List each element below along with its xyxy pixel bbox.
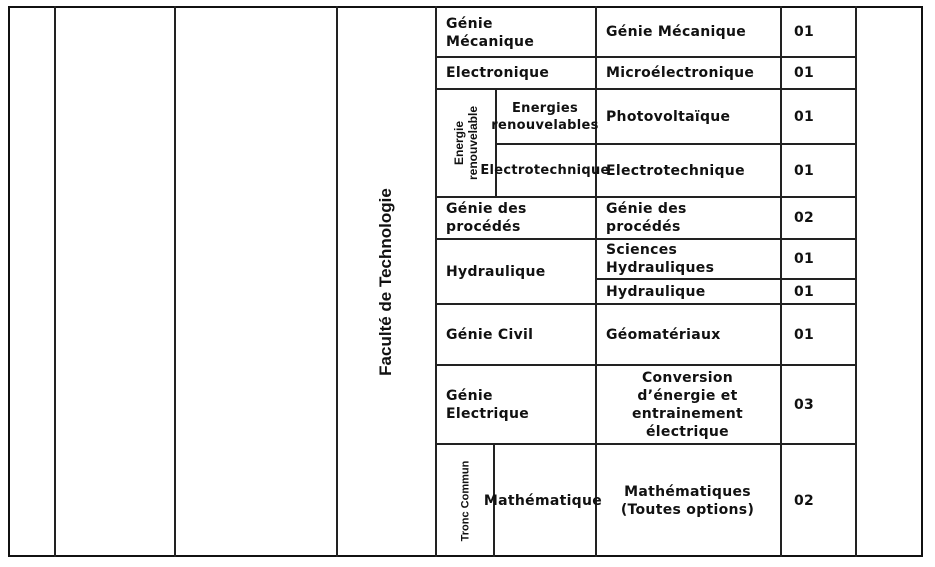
row-divider	[595, 278, 856, 280]
faculty-label: Faculté de Technologie	[375, 187, 395, 376]
specialty-cell: Génie des procédés	[606, 201, 687, 235]
specialty-cell: Sciences Hydrauliques	[606, 242, 715, 276]
domain-cell: Energies renouvelables	[491, 100, 599, 133]
row-divider	[435, 443, 856, 445]
count-cell: 02	[794, 493, 815, 509]
column-divider	[595, 6, 597, 557]
count-cell: 03	[794, 396, 815, 413]
count-cell: 01	[794, 326, 815, 343]
specialty-cell: Mathématiques (Toutes options)	[620, 484, 755, 518]
count-cell: 01	[794, 251, 815, 267]
count-cell: 01	[794, 65, 815, 81]
domain-cell: Génie Mécanique	[446, 16, 535, 50]
row-divider	[435, 238, 856, 240]
specialty-cell: Géomatériaux	[606, 326, 721, 343]
specialty-cell: Photovoltaïque	[606, 108, 731, 125]
specialty-cell: Génie Mécanique	[606, 24, 747, 40]
row-divider	[435, 196, 856, 198]
row-divider	[495, 143, 856, 145]
specialty-cell: Conversion d’énergie et entrainement éle…	[631, 369, 744, 440]
column-divider	[435, 6, 437, 557]
specialty-cell: Microélectronique	[606, 65, 755, 81]
table-frame	[8, 6, 923, 557]
domain-cell: Génie des procédés	[446, 201, 527, 235]
column-divider	[336, 6, 338, 557]
specialty-cell: Hydraulique	[606, 283, 706, 300]
column-divider	[174, 6, 176, 557]
row-divider	[435, 56, 856, 58]
specialty-cell: Electrotechnique	[606, 162, 745, 179]
row-divider	[435, 364, 856, 366]
count-cell: 01	[794, 162, 815, 179]
domain-cell: Génie Electrique	[446, 387, 530, 422]
column-divider	[54, 6, 56, 557]
column-divider	[780, 6, 782, 557]
column-divider	[855, 6, 857, 557]
group-divider	[493, 444, 495, 557]
count-cell: 01	[794, 108, 815, 125]
group-label: Energie renouvelable	[452, 105, 480, 181]
count-cell: 01	[794, 24, 815, 40]
domain-cell: Electronique	[446, 65, 550, 81]
row-divider	[435, 303, 856, 305]
count-cell: 02	[794, 210, 815, 226]
row-divider	[435, 88, 856, 90]
count-cell: 01	[794, 283, 815, 300]
domain-cell: Mathématique	[483, 493, 603, 509]
domain-cell: Electrotechnique	[480, 163, 610, 178]
group-divider	[495, 89, 497, 196]
domain-cell: Génie Civil	[446, 326, 534, 343]
domain-cell: Hydraulique	[446, 263, 546, 280]
